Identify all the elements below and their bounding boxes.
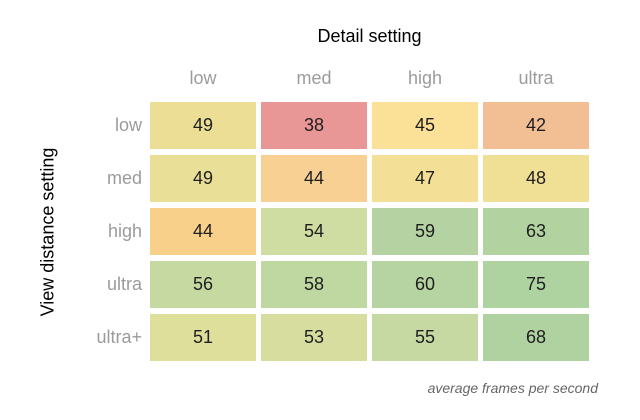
- chart-caption: average frames per second: [427, 380, 598, 396]
- heatmap-grid: 49 38 45 42 49 44 47 48 44 54 59 63 56 58 60 75 51 53 55 68: [150, 102, 589, 361]
- heatmap-cell: 60: [372, 261, 478, 308]
- heatmap-cell: 42: [483, 102, 589, 149]
- row-labels: low med high ultra ultra+: [0, 102, 142, 361]
- row-label-low: low: [114, 115, 142, 135]
- col-header-low: low: [189, 68, 217, 88]
- heatmap-cell: 56: [150, 261, 256, 308]
- heatmap-cell: 59: [372, 208, 478, 255]
- heatmap-cell: 53: [261, 314, 367, 361]
- col-header-med: med: [296, 68, 332, 88]
- heatmap-cell: 68: [483, 314, 589, 361]
- heatmap-cell: 38: [261, 102, 367, 149]
- row-label-ultra: ultra: [106, 274, 142, 294]
- row-label-ultra+: ultra+: [96, 327, 142, 347]
- heatmap-cell: 44: [150, 208, 256, 255]
- column-headers: low med high ultra: [150, 66, 589, 90]
- heatmap-cell: 75: [483, 261, 589, 308]
- heatmap-cell: 48: [483, 155, 589, 202]
- heatmap-cell: 47: [372, 155, 478, 202]
- heatmap-cell: 49: [150, 102, 256, 149]
- row-label-med: med: [106, 168, 142, 188]
- row-label-high: high: [107, 221, 142, 241]
- chart-title: Detail setting: [317, 26, 422, 46]
- heatmap-cell: 58: [261, 261, 367, 308]
- heatmap-cell: 44: [261, 155, 367, 202]
- heatmap-cell: 63: [483, 208, 589, 255]
- heatmap-cell: 45: [372, 102, 478, 149]
- heatmap-cell: 55: [372, 314, 478, 361]
- heatmap-cell: 54: [261, 208, 367, 255]
- col-header-high: high: [407, 68, 443, 88]
- col-header-ultra: ultra: [518, 68, 554, 88]
- heatmap-cell: 51: [150, 314, 256, 361]
- heatmap-cell: 49: [150, 155, 256, 202]
